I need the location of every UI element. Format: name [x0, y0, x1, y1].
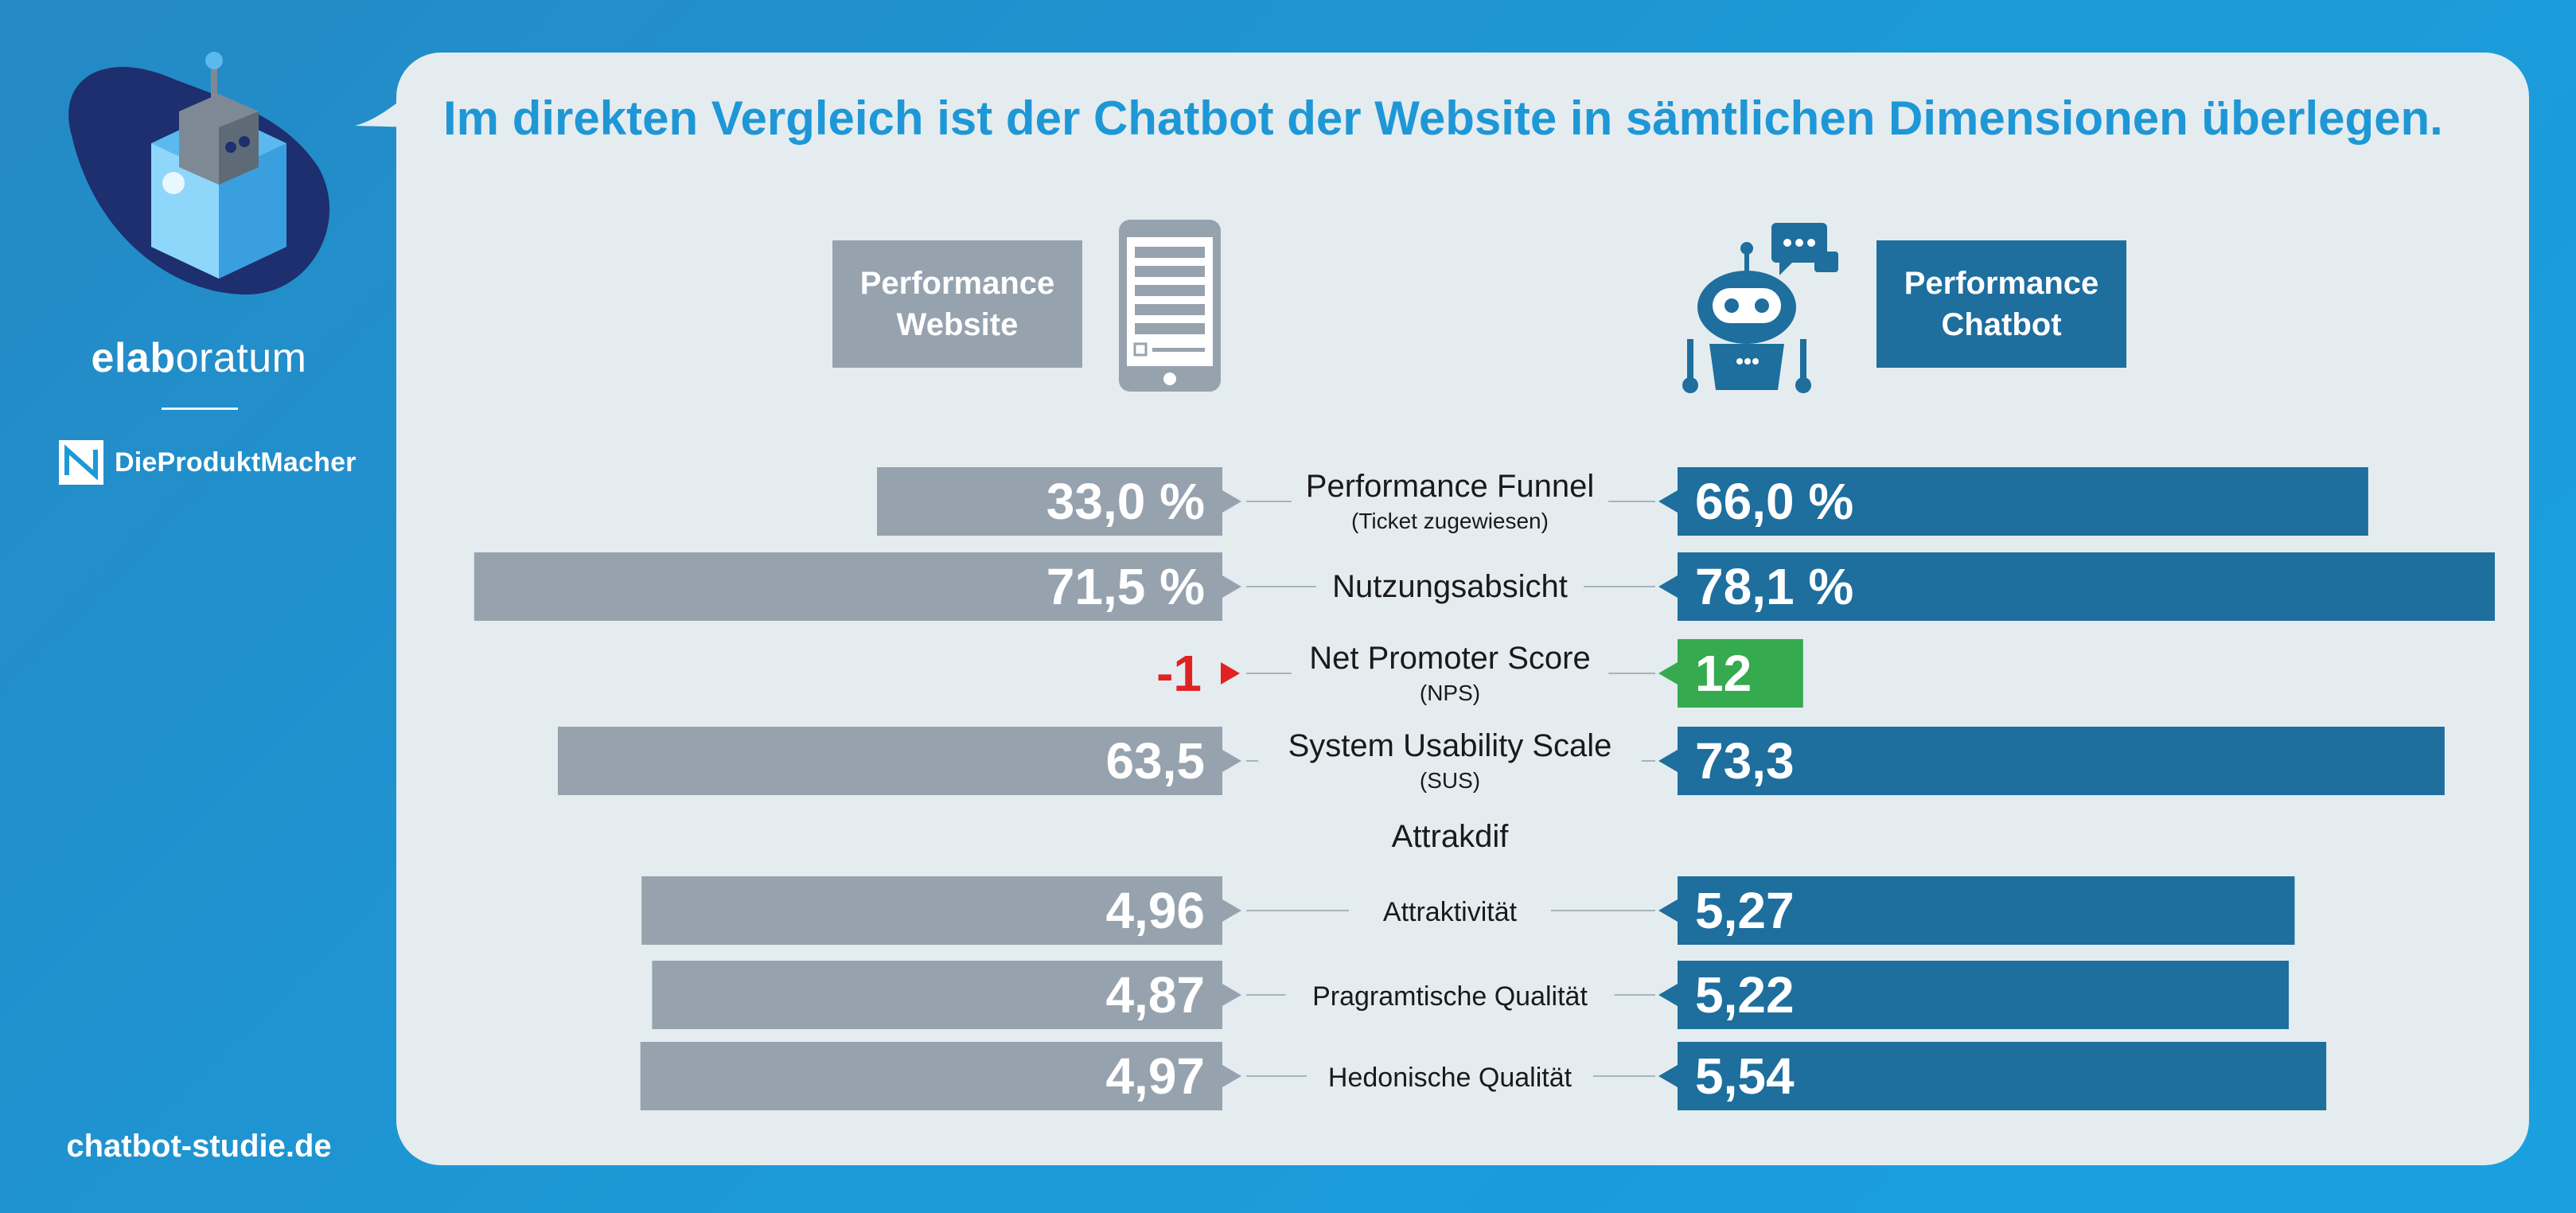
attrakdif-chatbot-bar-2	[1658, 1042, 2327, 1110]
page-title: Im direkten Vergleich ist der Chatbot de…	[443, 92, 2443, 145]
metric-sublabel-0: (Ticket zugewiesen)	[1351, 509, 1549, 533]
footer-url[interactable]: chatbot-studie.de	[66, 1129, 332, 1164]
attrakdif-website-bar-0	[641, 876, 1241, 945]
metric-website-bar-3	[557, 727, 1241, 795]
attrakdif-website-value-0: 4,96	[1105, 882, 1205, 939]
metric-label-mask-0	[1291, 478, 1609, 525]
metric-label-2: Net Promoter Score	[1309, 641, 1590, 676]
robot-chat-icon	[1682, 223, 1838, 393]
smartphone-form-icon	[1119, 220, 1221, 392]
attrakdif-chatbot-bar-0	[1658, 876, 2295, 945]
attrakdif-chatbot-value-2: 5,54	[1695, 1047, 1795, 1105]
metric-label-1: Nutzungsabsicht	[1332, 569, 1568, 604]
metric-website-bar-0	[877, 467, 1241, 536]
section-label-attrakdif: Attrakdif	[1392, 819, 1510, 854]
metric-website-marker-2	[1221, 662, 1240, 685]
metric-sublabel-2: (NPS)	[1420, 681, 1480, 705]
metric-website-bar-1	[474, 552, 1241, 621]
partner-logo: DieProduktMacher	[59, 439, 357, 486]
metric-website-value-2: -1	[1156, 645, 1202, 702]
brand-divider	[162, 408, 238, 410]
attrakdif-chatbot-value-1: 5,22	[1695, 966, 1795, 1024]
metric-website-value-0: 33,0 %	[1046, 473, 1205, 530]
attrakdif-chatbot-bar-1	[1658, 961, 2290, 1029]
metric-label-0: Performance Funnel	[1306, 469, 1594, 504]
metric-label-mask-2	[1291, 649, 1609, 697]
attrakdif-label-mask-0	[1349, 887, 1551, 934]
attrakdif-label-mask-2	[1307, 1052, 1593, 1100]
attrakdif-label-2: Hedonische Qualität	[1328, 1063, 1572, 1093]
chatbot-header: Performance Chatbot	[1876, 240, 2126, 368]
metric-chatbot-value-2: 12	[1695, 645, 1752, 702]
partner-mark-icon	[59, 440, 103, 485]
attrakdif-website-bar-1	[652, 961, 1241, 1029]
brand-name: elaboratum	[91, 335, 307, 381]
attrakdif-website-bar-2	[640, 1042, 1241, 1110]
metric-label-mask-1	[1316, 563, 1584, 610]
attrakdif-label-0: Attraktivität	[1383, 897, 1518, 927]
metric-chatbot-bar-3	[1658, 727, 2445, 795]
metric-chatbot-value-3: 73,3	[1695, 732, 1795, 790]
attrakdif-label-mask-1	[1285, 971, 1615, 1019]
attrakdif-label-1: Pragramtische Qualität	[1312, 981, 1588, 1012]
robot-logo-icon	[68, 52, 330, 294]
metric-chatbot-bar-1	[1658, 552, 2496, 621]
metric-label-mask-3	[1258, 737, 1642, 785]
attrakdif-chatbot-value-0: 5,27	[1695, 882, 1795, 939]
metric-sublabel-3: (SUS)	[1420, 768, 1480, 793]
metric-label-3: System Usability Scale	[1288, 728, 1612, 763]
metric-chatbot-value-0: 66,0 %	[1695, 473, 1853, 530]
website-header: Performance Website	[832, 240, 1082, 368]
metric-website-value-1: 71,5 %	[1046, 558, 1205, 615]
metric-chatbot-bar-0	[1658, 467, 2368, 536]
metric-chatbot-value-1: 78,1 %	[1695, 558, 1853, 615]
attrakdif-website-value-2: 4,97	[1105, 1047, 1205, 1105]
partner-name: DieProduktMacher	[115, 447, 357, 478]
attrakdif-website-value-1: 4,87	[1105, 966, 1205, 1024]
metric-chatbot-bar-2	[1658, 639, 1803, 708]
metric-website-value-3: 63,5	[1105, 732, 1205, 790]
